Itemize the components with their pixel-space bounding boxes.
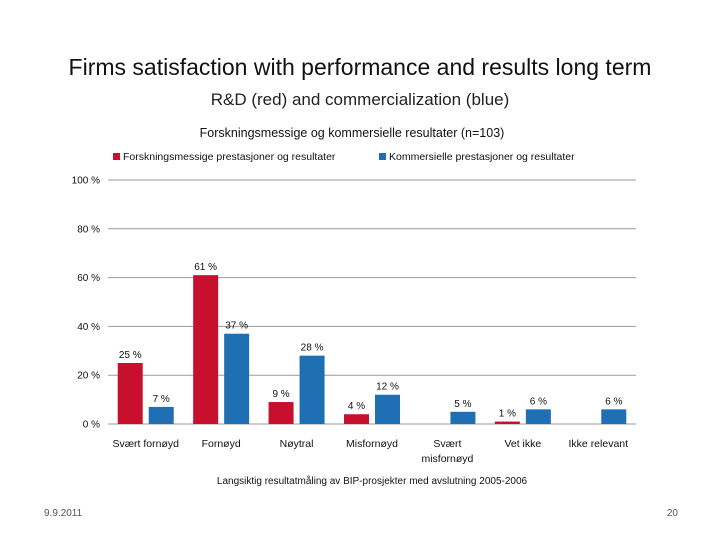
chart-gridlines — [108, 179, 636, 425]
x-tick-label: Fornøyd — [202, 438, 241, 450]
page-number: 20 — [666, 508, 678, 519]
data-label: 6 % — [530, 396, 547, 407]
x-tick-label: Ikke relevant — [569, 438, 629, 450]
x-tick-label: Misfornøyd — [346, 438, 398, 450]
data-label: 7 % — [153, 394, 170, 405]
x-tick-label: Vet ikke — [504, 438, 541, 450]
x-tick-label: Svært — [433, 438, 461, 450]
y-tick-label: 40 % — [77, 322, 100, 333]
bar — [494, 421, 520, 424]
x-axis-label: Langsiktig resultatmåling av BIP-prosjek… — [217, 475, 528, 487]
x-axis-ticks: Svært fornøyd Fornøyd Nøytral Misfornøyd Svæ… — [112, 438, 628, 465]
bar — [193, 275, 219, 424]
bar — [268, 402, 294, 424]
data-label: 5 % — [454, 399, 471, 410]
x-tick-label: Nøytral — [280, 438, 314, 450]
y-tick-label: 80 % — [77, 224, 100, 235]
legend-swatch — [379, 153, 386, 160]
y-tick-label: 100 % — [72, 176, 100, 187]
slide-title: Firms satisfaction with performance and … — [68, 54, 652, 80]
x-tick-label: misfornøyd — [421, 453, 473, 465]
data-label: 12 % — [376, 382, 399, 393]
chart-title: Forskningsmessige og kommersielle result… — [200, 126, 505, 140]
bar — [344, 414, 369, 424]
x-tick-label: Svært fornøyd — [112, 438, 179, 450]
chart-legend: Forskningsmessige prestasjoner og result… — [113, 151, 575, 163]
data-label: 6 % — [605, 396, 622, 407]
legend-swatch — [113, 153, 120, 160]
data-label: 9 % — [272, 389, 289, 400]
data-label: 37 % — [225, 321, 248, 332]
chart-bars — [117, 275, 627, 424]
data-label: 25 % — [119, 350, 142, 361]
bar — [148, 406, 174, 424]
bar — [450, 411, 476, 424]
bar — [117, 363, 143, 424]
legend-label: Forskningsmessige prestasjoner og result… — [123, 151, 336, 163]
data-label: 4 % — [348, 401, 365, 412]
bar — [601, 409, 627, 424]
slide-subtitle: R&D (red) and commercialization (blue) — [210, 90, 510, 109]
y-tick-label: 0 % — [83, 420, 100, 431]
data-label: 1 % — [499, 409, 516, 420]
y-axis-ticks: 100 % 80 % 60 % 40 % 20 % 0 % — [72, 176, 100, 431]
chart-data-labels: 25 % 7 % 61 % 37 % 9 % 28 % 4 % 12 % 5 % 1 % 6 % 6 … — [119, 262, 623, 419]
bar — [299, 355, 325, 424]
bar — [224, 333, 250, 424]
y-tick-label: 20 % — [77, 371, 100, 382]
data-label: 61 % — [194, 262, 217, 273]
y-tick-label: 60 % — [77, 273, 100, 284]
bar — [375, 394, 400, 424]
slide-date: 9.9.2011 — [44, 508, 83, 519]
data-label: 28 % — [301, 343, 324, 354]
legend-label: Kommersielle prestasjoner og resultater — [389, 151, 575, 163]
bar — [525, 409, 551, 424]
